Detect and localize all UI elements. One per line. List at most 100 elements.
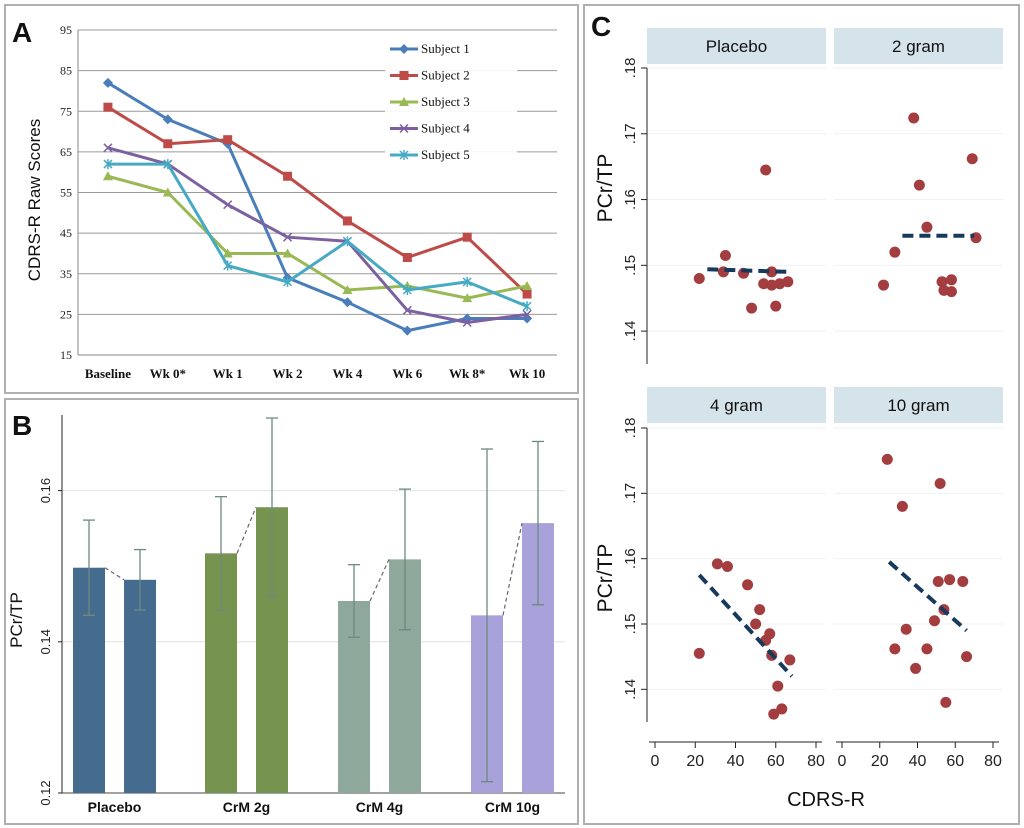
c-data-point xyxy=(719,249,731,261)
a-y-tick-label: 15 xyxy=(60,348,72,362)
b-x-category-label: CrM 10g xyxy=(485,799,540,815)
c-data-point xyxy=(966,153,978,165)
c-data-point xyxy=(770,300,782,312)
c-x-tick-label: 60 xyxy=(767,753,785,770)
a-y-tick-label: 65 xyxy=(60,145,72,159)
c-facet-title: 2 gram xyxy=(892,37,945,56)
a-data-point xyxy=(402,285,412,295)
b-x-category-label: CrM 4g xyxy=(356,799,403,815)
b-y-tick-label: 0.12 xyxy=(38,780,53,805)
panel-c-label: C xyxy=(591,11,611,42)
c-data-point xyxy=(921,221,933,233)
c-data-point xyxy=(889,246,901,258)
a-data-point xyxy=(102,171,113,181)
a-series-line xyxy=(107,105,529,296)
a-data-point xyxy=(402,325,413,336)
a-data-point xyxy=(222,248,233,258)
c-data-point xyxy=(945,274,957,286)
c-data-point xyxy=(961,651,973,663)
c-x-tick-label: 0 xyxy=(651,753,660,770)
c-data-point xyxy=(940,696,952,708)
a-data-point xyxy=(402,253,412,262)
a-data-point xyxy=(462,293,473,303)
c-data-point xyxy=(782,276,794,288)
a-legend-marker xyxy=(399,150,409,160)
c-y-tick-label: .17 xyxy=(622,483,639,504)
c-data-point xyxy=(921,643,933,655)
c-x-tick-label: 80 xyxy=(984,753,1002,770)
a-data-point xyxy=(522,280,533,290)
b-x-category-label: CrM 2g xyxy=(223,799,270,815)
a-legend-marker xyxy=(399,71,409,80)
scatter-facets: Placebo .14 .15 .16 .17 .18 2 gram 4 gram .14 .15… xyxy=(594,28,1003,811)
a-legend-marker xyxy=(399,44,409,54)
c-data-point xyxy=(934,478,946,490)
b-connector xyxy=(104,567,125,581)
a-data-point xyxy=(163,159,173,170)
c-y-tick-label: .15 xyxy=(622,614,639,635)
c-data-point xyxy=(913,179,925,191)
c-y-axis-label-bottom: PCr/TP xyxy=(594,544,617,613)
c-data-point xyxy=(957,576,969,588)
c-data-point xyxy=(766,266,778,278)
c-facet-header xyxy=(647,387,826,423)
a-data-point xyxy=(103,159,113,170)
a-legend-marker xyxy=(399,123,409,134)
c-facet-title: 10 gram xyxy=(887,396,949,415)
a-x-categories: Baseline Wk 0* Wk 1 Wk 2 Wk 4 Wk 6 Wk 8* Wk 10 xyxy=(85,366,545,381)
c-facets: Placebo .14 .15 .16 .17 .18 2 gram 4 gram .14 .15… xyxy=(622,28,1003,770)
a-series xyxy=(102,77,533,336)
a-y-tick-label: 35 xyxy=(60,267,72,281)
c-data-point xyxy=(878,279,890,291)
a-y-tick-label: 55 xyxy=(60,186,72,200)
c-data-point xyxy=(760,164,772,176)
a-y-ticks: 15 25 35 45 55 65 75 85 95 xyxy=(60,23,72,362)
c-facet-header xyxy=(647,28,826,64)
a-data-point xyxy=(102,77,113,88)
c-data-point xyxy=(746,302,758,314)
c-fit-line xyxy=(707,267,790,274)
a-data-point xyxy=(162,187,173,197)
a-legend-label: Subject 5 xyxy=(421,147,470,162)
c-data-point xyxy=(721,561,733,573)
c-x-tick-label: 20 xyxy=(686,753,704,770)
a-legend-label: Subject 3 xyxy=(421,94,470,109)
c-y-axis-label-top: PCr/TP xyxy=(594,154,617,223)
b-x-categories: Placebo CrM 2g CrM 4g CrM 10g xyxy=(88,799,540,815)
a-data-point xyxy=(283,232,293,242)
a-legend: Subject 1 Subject 2 Subject 3 Subject 4 Subj… xyxy=(390,41,470,162)
c-data-point xyxy=(784,654,796,666)
c-fit-line xyxy=(887,560,968,633)
c-data-point xyxy=(754,604,766,616)
c-y-tick-label: .17 xyxy=(622,123,639,144)
c-data-point xyxy=(768,708,780,720)
a-y-tick-label: 25 xyxy=(60,307,72,321)
c-data-point xyxy=(896,500,908,512)
a-x-category-label: Wk 2 xyxy=(273,366,303,381)
b-y-tick-label: 0.14 xyxy=(38,629,53,654)
c-y-tick-label: .18 xyxy=(622,418,639,439)
c-data-point xyxy=(936,276,948,288)
c-y-tick-label: .14 xyxy=(622,679,639,700)
a-x-category-label: Wk 0* xyxy=(150,366,186,381)
panel-b-label: B xyxy=(12,410,32,441)
a-y-tick-label: 75 xyxy=(60,104,72,118)
a-data-point xyxy=(462,317,472,328)
a-data-point xyxy=(223,260,233,271)
c-data-point xyxy=(932,576,944,588)
a-legend-label: Subject 2 xyxy=(421,68,470,83)
c-data-point xyxy=(944,574,956,586)
a-x-category-label: Wk 1 xyxy=(213,366,243,381)
c-y-tick-label: .16 xyxy=(622,548,639,569)
a-data-point xyxy=(522,301,532,312)
b-x-category-label: Placebo xyxy=(88,799,142,815)
c-x-tick-label: 40 xyxy=(727,753,745,770)
c-data-point xyxy=(928,615,940,627)
a-x-category-label: Wk 4 xyxy=(332,366,362,381)
b-bars xyxy=(73,417,554,793)
a-x-category-label: Wk 8* xyxy=(449,366,485,381)
a-x-category-label: Wk 10 xyxy=(509,366,545,381)
c-data-point xyxy=(711,558,723,570)
a-series-line xyxy=(107,162,528,308)
